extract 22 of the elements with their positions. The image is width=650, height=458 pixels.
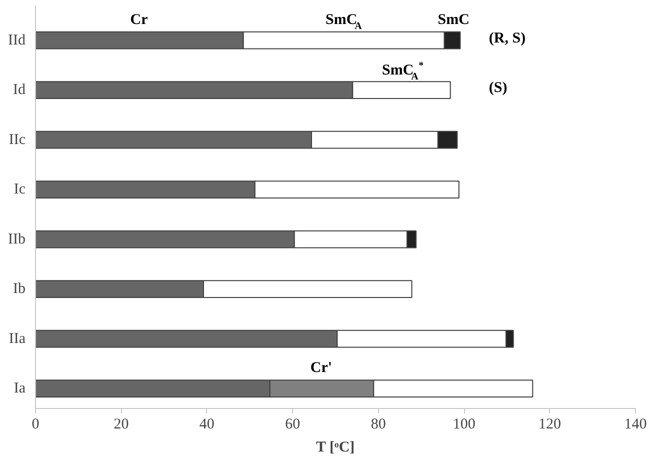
series-label: Cr' xyxy=(310,360,332,376)
y-tick-label: IIb xyxy=(8,231,26,248)
x-tick-label: 0 xyxy=(32,416,40,432)
x-tick-label: 60 xyxy=(285,416,300,432)
y-tick-label: Ic xyxy=(14,182,26,198)
y-tick-label: IIa xyxy=(8,330,26,347)
y-tick-label: IIc xyxy=(8,132,26,148)
x-tick-label: 40 xyxy=(199,416,214,432)
annotation: (S) xyxy=(488,80,508,96)
x-axis-title: T [ᵒC] xyxy=(316,440,355,456)
y-tick-label: Ia xyxy=(14,380,26,397)
y-tick-label: Id xyxy=(13,82,26,98)
y-tick-label: IId xyxy=(8,32,26,48)
x-tick-label: 120 xyxy=(538,416,562,432)
x-tick-label: 140 xyxy=(624,416,647,432)
y-tick-label: Ib xyxy=(13,281,26,298)
x-tick-label: 20 xyxy=(114,416,129,432)
series-label: Cr xyxy=(130,12,148,28)
annotation: (R, S) xyxy=(488,30,526,46)
x-tick-label: 100 xyxy=(452,416,476,432)
series-label: SmC xyxy=(438,12,470,28)
x-tick-label: 80 xyxy=(370,416,386,432)
